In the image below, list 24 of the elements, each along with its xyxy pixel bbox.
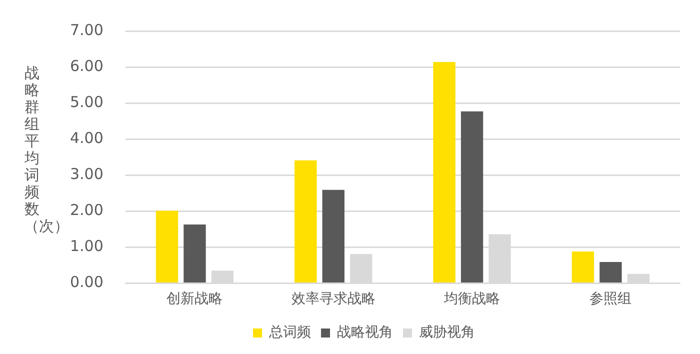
y-tick-label: 3.00 [70,165,104,184]
x-tick-label: 均衡战略 [443,291,500,308]
bar [433,62,456,282]
bar [294,160,317,282]
bar [600,262,622,282]
legend-label: 战略视角 [337,324,393,341]
y-tick-label: 7.00 [70,20,104,39]
x-tick-label: 参照组 [590,291,632,308]
legend-label: 威胁视角 [419,324,475,341]
text: 战略群组平均词频数（次） [24,64,69,235]
y-tick-label: 4.00 [70,128,104,147]
bar [460,111,484,282]
x-tick-label: 创新战略 [166,291,223,308]
y-tick-label: 2.00 [70,201,104,220]
x-tick-label: 效率寻求战略 [291,291,376,308]
y-tick-label: 1.00 [70,237,104,256]
bar [322,190,344,282]
bar [156,210,178,282]
bar [572,251,594,282]
y-tick-label: 0.00 [70,273,104,292]
y-tick-label: 6.00 [70,56,104,75]
y-tick-label: 5.00 [70,92,104,111]
legend-label: 总词频 [268,324,311,341]
bar [184,224,206,282]
